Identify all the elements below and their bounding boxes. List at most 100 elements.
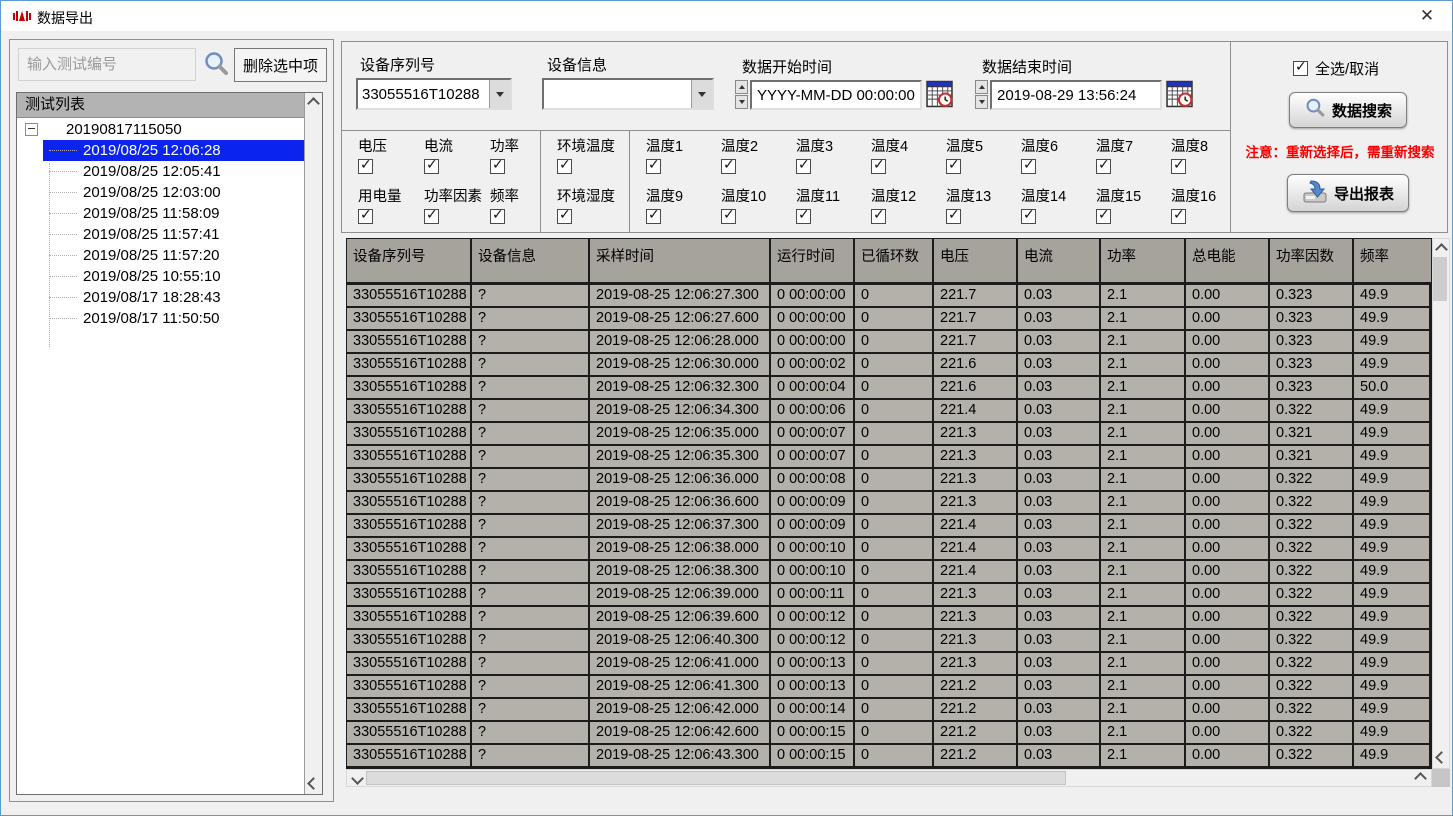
cell[interactable]: 0.03 xyxy=(1018,584,1101,607)
cell[interactable]: 221.3 xyxy=(934,469,1018,492)
cell[interactable]: 2019-08-25 12:06:41.000 xyxy=(590,653,771,676)
channel-checkbox[interactable] xyxy=(946,206,961,224)
cell[interactable]: 0.03 xyxy=(1018,400,1101,423)
cell[interactable]: 2.1 xyxy=(1101,492,1186,515)
cell[interactable]: 0 xyxy=(855,469,934,492)
cell[interactable]: ? xyxy=(472,469,590,492)
cell[interactable]: 0 00:00:15 xyxy=(771,745,855,768)
dropdown-arrow-icon[interactable] xyxy=(691,80,712,108)
channel-checkbox[interactable] xyxy=(871,206,886,224)
cell[interactable]: 0.321 xyxy=(1270,446,1354,469)
cell[interactable]: 2019-08-25 12:06:43.300 xyxy=(590,745,771,768)
cell[interactable]: 49.9 xyxy=(1354,469,1431,492)
cell[interactable]: 221.2 xyxy=(934,745,1018,768)
cell[interactable]: 49.9 xyxy=(1354,400,1431,423)
cell[interactable]: 33055516T10288 xyxy=(347,423,472,446)
cell[interactable]: 0 00:00:11 xyxy=(771,584,855,607)
cell[interactable]: 33055516T10288 xyxy=(347,653,472,676)
cell[interactable]: 0.00 xyxy=(1186,515,1270,538)
cell[interactable]: 33055516T10288 xyxy=(347,538,472,561)
cell[interactable]: 2019-08-25 12:06:35.000 xyxy=(590,423,771,446)
cell[interactable]: 0 xyxy=(855,699,934,722)
cell[interactable]: 2.1 xyxy=(1101,699,1186,722)
cell[interactable]: 2019-08-25 12:06:30.000 xyxy=(590,354,771,377)
cell[interactable]: 0.00 xyxy=(1186,469,1270,492)
cell[interactable]: 0 00:00:12 xyxy=(771,607,855,630)
cell[interactable]: 33055516T10288 xyxy=(347,676,472,699)
channel-checkbox[interactable] xyxy=(1021,206,1036,224)
channel-checkbox[interactable] xyxy=(358,206,373,224)
cell[interactable]: 0 xyxy=(855,377,934,400)
tree-item[interactable]: 2019/08/25 12:05:41 xyxy=(43,161,304,182)
select-all-checkbox[interactable] xyxy=(1293,58,1308,76)
channel-checkbox[interactable] xyxy=(557,206,572,224)
cell[interactable]: 0.00 xyxy=(1186,561,1270,584)
cell[interactable]: 2019-08-25 12:06:39.600 xyxy=(590,607,771,630)
cell[interactable]: 0.03 xyxy=(1018,377,1101,400)
cell[interactable]: 0 xyxy=(855,354,934,377)
cell[interactable]: ? xyxy=(472,722,590,745)
tree-scrollbar[interactable] xyxy=(304,93,322,794)
cell[interactable]: 0.00 xyxy=(1186,377,1270,400)
scroll-down-icon[interactable] xyxy=(305,776,322,794)
spin-down-icon[interactable] xyxy=(975,95,988,109)
cell[interactable]: 49.9 xyxy=(1354,423,1431,446)
scroll-down-icon[interactable] xyxy=(1433,750,1449,768)
cell[interactable]: 0.322 xyxy=(1270,469,1354,492)
cell[interactable]: 0 00:00:07 xyxy=(771,446,855,469)
cell[interactable]: 0.00 xyxy=(1186,446,1270,469)
cell[interactable]: 33055516T10288 xyxy=(347,561,472,584)
channel-checkbox[interactable] xyxy=(1171,206,1186,224)
cell[interactable]: 33055516T10288 xyxy=(347,607,472,630)
cell[interactable]: 0.03 xyxy=(1018,354,1101,377)
cell[interactable]: ? xyxy=(472,630,590,653)
cell[interactable]: 49.9 xyxy=(1354,446,1431,469)
cell[interactable]: 0.322 xyxy=(1270,699,1354,722)
cell[interactable]: 2.1 xyxy=(1101,630,1186,653)
cell[interactable]: 0.00 xyxy=(1186,584,1270,607)
cell[interactable]: 33055516T10288 xyxy=(347,400,472,423)
cell[interactable]: 0 00:00:08 xyxy=(771,469,855,492)
cell[interactable]: 0.322 xyxy=(1270,630,1354,653)
channel-checkbox[interactable] xyxy=(1096,206,1111,224)
cell[interactable]: 2.1 xyxy=(1101,515,1186,538)
channel-checkbox[interactable] xyxy=(1021,156,1036,174)
cell[interactable]: 221.3 xyxy=(934,423,1018,446)
cell[interactable]: 0.03 xyxy=(1018,561,1101,584)
cell[interactable]: 221.2 xyxy=(934,699,1018,722)
cell[interactable]: 0.03 xyxy=(1018,331,1101,354)
cell[interactable]: 49.9 xyxy=(1354,538,1431,561)
cell[interactable]: 0.03 xyxy=(1018,515,1101,538)
cell[interactable]: 0 xyxy=(855,630,934,653)
cell[interactable]: 0 xyxy=(855,515,934,538)
cell[interactable]: 0.322 xyxy=(1270,515,1354,538)
cell[interactable]: 33055516T10288 xyxy=(347,446,472,469)
tree-item[interactable]: 2019/08/25 11:58:09 xyxy=(43,203,304,224)
spin-up-icon[interactable] xyxy=(975,80,988,94)
channel-checkbox[interactable] xyxy=(796,206,811,224)
column-header[interactable]: 采样时间 xyxy=(590,239,771,285)
cell[interactable]: ? xyxy=(472,492,590,515)
cell[interactable]: 221.3 xyxy=(934,584,1018,607)
cell[interactable]: 0.03 xyxy=(1018,676,1101,699)
cell[interactable]: 33055516T10288 xyxy=(347,331,472,354)
spin-down-icon[interactable] xyxy=(735,95,748,109)
cell[interactable]: 2.1 xyxy=(1101,331,1186,354)
cell[interactable]: 0.00 xyxy=(1186,630,1270,653)
cell[interactable]: 49.9 xyxy=(1354,561,1431,584)
tree-item[interactable]: 2019/08/25 11:57:41 xyxy=(43,224,304,245)
cell[interactable]: 49.9 xyxy=(1354,676,1431,699)
vertical-scroll-thumb[interactable] xyxy=(1433,257,1447,301)
cell[interactable]: 0 xyxy=(855,331,934,354)
cell[interactable]: 2019-08-25 12:06:42.000 xyxy=(590,699,771,722)
cell[interactable]: 221.4 xyxy=(934,400,1018,423)
cell[interactable]: 0.322 xyxy=(1270,722,1354,745)
collapse-icon[interactable] xyxy=(25,123,38,136)
cell[interactable]: 0.323 xyxy=(1270,354,1354,377)
tree-root-item[interactable]: 20190817115050 xyxy=(17,119,304,140)
cell[interactable]: 2.1 xyxy=(1101,285,1186,308)
cell[interactable]: 0.03 xyxy=(1018,469,1101,492)
cell[interactable]: 2019-08-25 12:06:42.600 xyxy=(590,722,771,745)
cell[interactable]: 0 xyxy=(855,400,934,423)
cell[interactable]: 0 00:00:12 xyxy=(771,630,855,653)
